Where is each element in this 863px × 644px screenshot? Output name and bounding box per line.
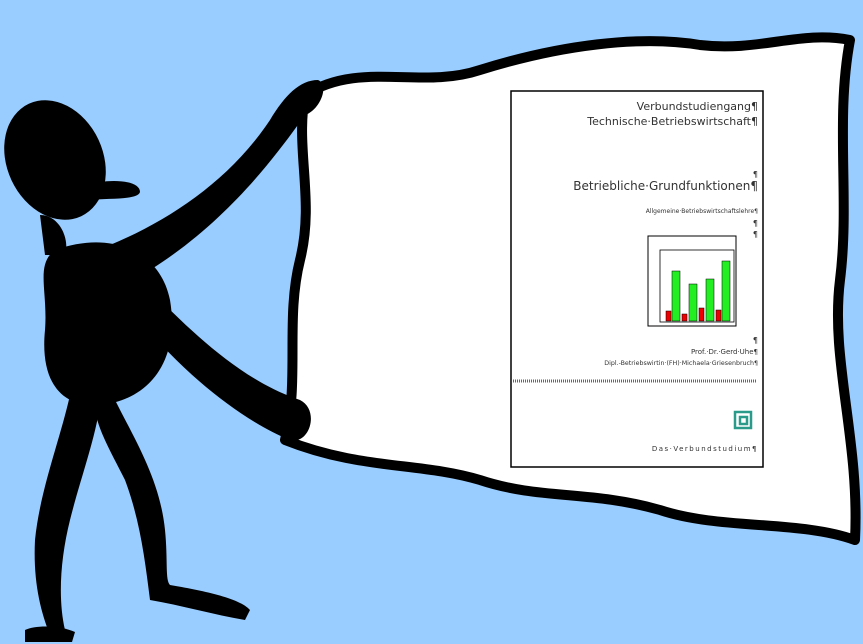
- document-footer: Das·Verbundstudium¶: [652, 445, 758, 453]
- header-line: Verbundstudiengang¶: [637, 100, 758, 113]
- author: Dipl.-Betriebswirtin·(FH)·Michaela·Gries…: [604, 360, 758, 367]
- document-subtitle: Allgemeine·Betriebswirtschaftslehre¶: [646, 208, 758, 215]
- logo: [733, 410, 753, 430]
- header-line: Technische·Betriebswirtschaft¶: [586, 115, 758, 128]
- author: Prof.·Dr.·Gerd·Uhe¶: [691, 348, 758, 356]
- figure: [4, 80, 324, 642]
- thumbnail-chart: [647, 235, 737, 327]
- blank-mark: ¶: [753, 230, 758, 239]
- blank-mark: ¶: [753, 336, 758, 345]
- blank-mark: ¶: [753, 219, 758, 228]
- blank-mark: ¶: [753, 170, 758, 179]
- document-title: Betriebliche·Grundfunktionen¶: [573, 179, 758, 193]
